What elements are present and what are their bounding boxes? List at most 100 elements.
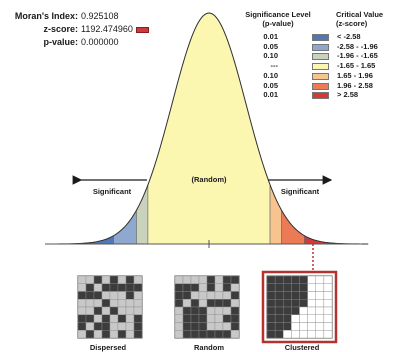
map-cell bbox=[182, 306, 192, 315]
map-cell bbox=[174, 306, 184, 315]
map-cell bbox=[93, 330, 103, 339]
legend-swatch bbox=[312, 34, 329, 41]
map-cell bbox=[323, 314, 333, 323]
map-cell bbox=[133, 314, 143, 323]
map-cell bbox=[101, 330, 111, 339]
map-cell bbox=[323, 306, 333, 315]
map-cell bbox=[307, 291, 316, 300]
map-cell bbox=[315, 275, 325, 284]
legend-swatch bbox=[312, 72, 329, 80]
map-cell bbox=[101, 322, 111, 331]
map-cell bbox=[117, 299, 127, 308]
map-cell bbox=[206, 275, 216, 284]
map-cell bbox=[283, 314, 292, 323]
map-cell bbox=[117, 330, 127, 339]
curve-band bbox=[304, 235, 369, 245]
map-cell bbox=[101, 314, 111, 323]
map-cell bbox=[266, 306, 276, 315]
map-cell bbox=[214, 314, 224, 323]
map-cell bbox=[198, 330, 208, 339]
map-cell bbox=[77, 330, 87, 339]
pattern-label-random: Random bbox=[194, 343, 224, 352]
map-cell bbox=[230, 291, 240, 300]
random-label: (Random) bbox=[191, 175, 227, 184]
map-cell bbox=[283, 275, 292, 284]
map-cell bbox=[315, 314, 325, 323]
map-cell bbox=[101, 283, 111, 292]
map-cell bbox=[190, 283, 200, 292]
map-cell bbox=[307, 322, 316, 331]
legend-row: 0.10 1.65 - 1.96 bbox=[236, 71, 407, 81]
curve-band bbox=[49, 235, 114, 245]
morans-index-value: 0.925108 bbox=[81, 11, 119, 21]
map-cell bbox=[307, 306, 316, 315]
map-cell bbox=[190, 275, 200, 284]
statistics-panel: Moran's Index: 0.925108 z-score: 1192.47… bbox=[0, 10, 160, 49]
map-cell bbox=[117, 283, 127, 292]
map-cell bbox=[93, 322, 103, 331]
map-cell bbox=[323, 299, 333, 308]
map-cell bbox=[174, 299, 184, 308]
map-cell bbox=[109, 306, 119, 315]
map-cell bbox=[93, 306, 103, 315]
map-cell bbox=[117, 322, 127, 331]
p-value-label: p-value: bbox=[43, 37, 78, 47]
map-cell bbox=[133, 283, 143, 292]
map-cell bbox=[274, 314, 284, 323]
map-cell bbox=[323, 322, 333, 331]
map-cell bbox=[133, 330, 143, 339]
legend-row: 0.05 1.96 - 2.58 bbox=[236, 81, 407, 91]
legend-swatch bbox=[312, 53, 329, 61]
clustered-highlight-frame bbox=[261, 270, 338, 344]
map-cell bbox=[109, 299, 119, 308]
map-cell bbox=[190, 330, 200, 339]
map-cell bbox=[125, 275, 135, 284]
pattern-panel bbox=[174, 275, 240, 339]
z-score-label: z-score: bbox=[43, 24, 78, 34]
pattern-panel bbox=[266, 275, 333, 339]
legend-z-range: -2.58 - -1.96 bbox=[337, 41, 378, 51]
pattern-label-clustered: Clustered bbox=[284, 343, 320, 352]
morans-index-row: Moran's Index: 0.925108 bbox=[0, 10, 160, 23]
map-cell bbox=[299, 283, 308, 292]
map-cell bbox=[274, 330, 284, 339]
legend-p-value: 0.10 bbox=[263, 51, 278, 61]
map-cell bbox=[117, 306, 127, 315]
map-cell bbox=[230, 275, 240, 284]
map-cell bbox=[206, 314, 216, 323]
map-cell bbox=[133, 299, 143, 308]
map-cell bbox=[85, 322, 95, 331]
pattern-label-dispersed: Dispersed bbox=[89, 343, 127, 352]
legend-z-range: 1.96 - 2.58 bbox=[337, 80, 373, 90]
map-cell bbox=[198, 291, 208, 300]
map-cell bbox=[291, 291, 300, 300]
map-cell bbox=[125, 314, 135, 323]
z-score-value: 1192.474960 bbox=[81, 24, 133, 34]
map-cell bbox=[182, 275, 192, 284]
legend-swatch bbox=[312, 43, 329, 51]
map-cell bbox=[190, 291, 200, 300]
map-cell bbox=[230, 299, 240, 308]
map-cell bbox=[307, 330, 316, 339]
map-cell bbox=[283, 291, 292, 300]
map-cell bbox=[206, 299, 216, 308]
map-cell bbox=[182, 299, 192, 308]
map-cell bbox=[190, 306, 200, 315]
map-cell bbox=[291, 283, 300, 292]
map-cell bbox=[93, 299, 103, 308]
map-cell bbox=[222, 322, 232, 331]
map-cell bbox=[198, 322, 208, 331]
map-cell bbox=[299, 299, 308, 308]
legend-critical-header: Critical Value (z-score) bbox=[336, 10, 392, 28]
map-cell bbox=[266, 314, 276, 323]
legend-p-value: 0.05 bbox=[263, 80, 278, 90]
p-value-value: 0.000000 bbox=[81, 37, 119, 47]
legend-z-range: -1.96 - -1.65 bbox=[337, 51, 378, 61]
map-cell bbox=[174, 330, 184, 339]
map-cell bbox=[101, 299, 111, 308]
map-cell bbox=[109, 291, 119, 300]
map-cell bbox=[307, 275, 316, 284]
map-cell bbox=[323, 283, 333, 292]
legend-row: 0.10 -1.96 - -1.65 bbox=[236, 51, 407, 61]
map-cell bbox=[230, 306, 240, 315]
